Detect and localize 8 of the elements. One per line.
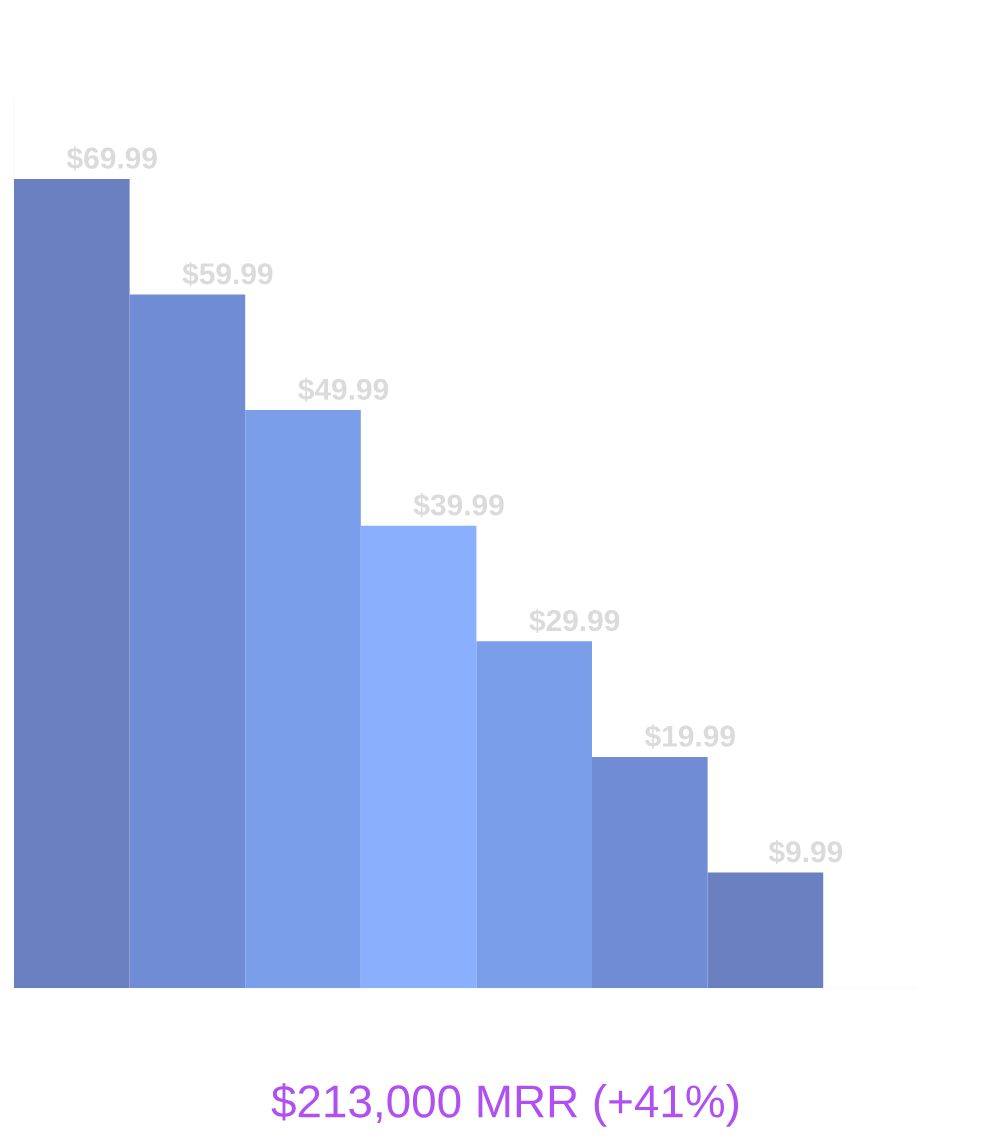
bar xyxy=(707,872,824,988)
bar xyxy=(360,525,477,988)
bar xyxy=(592,756,708,988)
bar xyxy=(14,178,130,988)
text: $213,000 MRR (+41%) xyxy=(271,1083,739,1127)
bar xyxy=(476,641,593,988)
bar xyxy=(245,410,361,988)
bar xyxy=(129,294,246,988)
